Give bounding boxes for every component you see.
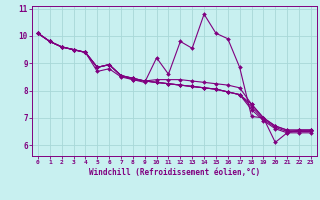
X-axis label: Windchill (Refroidissement éolien,°C): Windchill (Refroidissement éolien,°C): [89, 168, 260, 177]
